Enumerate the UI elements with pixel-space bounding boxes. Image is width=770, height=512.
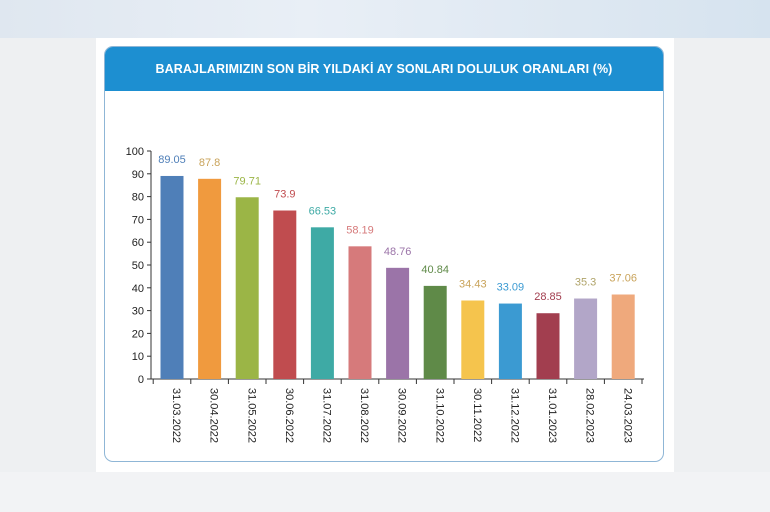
- x-tick-label: 31.12.2022: [508, 388, 520, 443]
- y-tick-label: 30: [132, 306, 144, 318]
- bar: [160, 175, 184, 379]
- bar: [273, 210, 297, 379]
- bar: [423, 285, 447, 379]
- chart-header: BARAJLARIMIZIN SON BİR YILDAKİ AY SONLAR…: [105, 47, 663, 91]
- data-label: 28.85: [534, 291, 562, 303]
- y-tick-label: 20: [132, 328, 144, 340]
- bar: [461, 300, 485, 379]
- bar: [198, 178, 222, 379]
- y-tick-label: 0: [138, 374, 144, 386]
- x-tick-label: 31.10.2022: [433, 388, 445, 443]
- x-tick-label: 30.04.2022: [208, 388, 220, 443]
- bar: [386, 267, 410, 379]
- y-tick-label: 90: [132, 169, 144, 181]
- data-label: 66.53: [309, 205, 337, 217]
- y-tick-label: 100: [126, 146, 144, 158]
- y-tick-label: 50: [132, 260, 144, 272]
- x-tick-label: 30.11.2022: [471, 388, 483, 442]
- y-tick-label: 40: [132, 283, 144, 295]
- data-label: 34.43: [459, 278, 487, 290]
- data-label: 73.9: [274, 189, 295, 201]
- x-tick-label: 31.08.2022: [358, 388, 370, 443]
- y-tick-label: 70: [132, 214, 144, 226]
- bar: [498, 303, 522, 379]
- bar: [611, 294, 635, 379]
- data-label: 48.76: [384, 246, 412, 258]
- x-tick-label: 24.03.2023: [621, 388, 633, 443]
- data-label: 58.19: [346, 224, 374, 236]
- bar: [536, 313, 560, 379]
- data-label: 40.84: [421, 264, 449, 276]
- x-tick-label: 31.01.2023: [546, 388, 558, 443]
- bar: [348, 246, 372, 379]
- chart-title: BARAJLARIMIZIN SON BİR YILDAKİ AY SONLAR…: [155, 62, 613, 76]
- y-tick-label: 10: [132, 351, 144, 363]
- x-tick-label: 31.05.2022: [245, 388, 257, 443]
- x-tick-label: 31.03.2022: [170, 388, 182, 443]
- top-background-band: [0, 0, 770, 38]
- y-tick-label: 60: [132, 237, 144, 249]
- x-tick-label: 30.09.2022: [396, 388, 408, 443]
- data-label: 79.71: [233, 175, 261, 187]
- y-tick-label: 80: [132, 192, 144, 204]
- x-tick-label: 31.07.2022: [320, 388, 332, 443]
- bar: [310, 227, 334, 379]
- x-tick-label: 28.02.2023: [584, 388, 596, 443]
- data-label: 33.09: [497, 282, 525, 294]
- x-tick-label: 30.06.2022: [283, 388, 295, 443]
- bar-chart: 0 10 20 30 40 50 60 70 80 90 100 89.05 31.03.2022 87.…: [126, 146, 644, 443]
- data-label: 35.3: [575, 277, 596, 289]
- bottom-background-band: [0, 472, 770, 512]
- bar: [235, 197, 259, 379]
- data-label: 37.06: [609, 273, 637, 285]
- bar: [574, 298, 598, 379]
- chart-card: BARAJLARIMIZIN SON BİR YILDAKİ AY SONLAR…: [104, 46, 664, 462]
- data-label: 89.05: [158, 154, 186, 166]
- data-label: 87.8: [199, 157, 220, 169]
